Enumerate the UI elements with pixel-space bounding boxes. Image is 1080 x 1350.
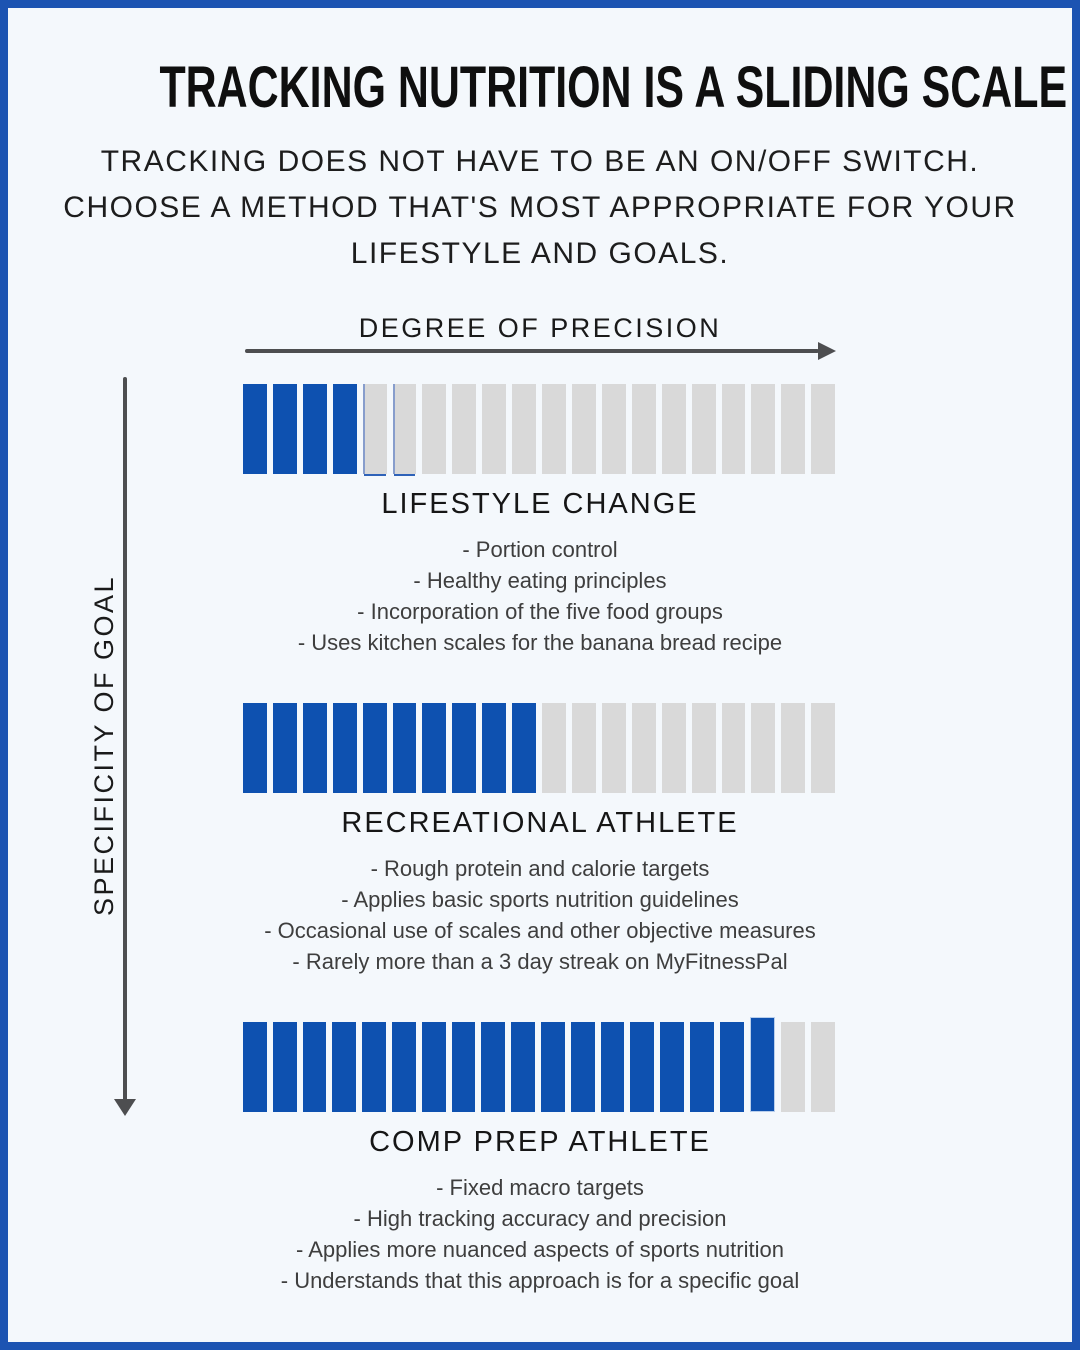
scale-segment-empty: [601, 703, 626, 793]
page-subtitle: TRACKING DOES NOT HAVE TO BE AN ON/OFF S…: [0, 139, 1080, 277]
scale-segment-filled: [272, 384, 297, 474]
precision-scale-row: [243, 1017, 835, 1112]
bullet-item: - Incorporation of the five food groups: [357, 599, 723, 624]
bullet-item: - Healthy eating principles: [413, 568, 667, 593]
precision-scale-row: [243, 384, 836, 474]
subtitle-line: LIFESTYLE AND GOALS.: [350, 237, 730, 270]
scale-segment-empty: [811, 384, 836, 474]
page-title: TRACKING NUTRITION IS A SLIDING SCALE: [0, 54, 1080, 121]
scale-segment-filled: [660, 1022, 684, 1112]
scale-segment-filled: [512, 703, 537, 793]
scale-segment-empty: [811, 1022, 835, 1112]
degree-of-precision-label: DEGREE OF PRECISION: [358, 313, 722, 343]
section-title: LIFESTYLE CHANGE: [381, 488, 699, 520]
page-title-text: TRACKING NUTRITION IS A SLIDING SCALE: [159, 55, 1068, 120]
section-comp-prep-athlete: COMP PREP ATHLETE - Fixed macro targets …: [0, 1017, 1080, 1341]
scale-segment-filled: [451, 1022, 476, 1112]
scale-segment-filled: [630, 1022, 655, 1112]
scale-segment-filled: [600, 1022, 625, 1112]
scale-segment-empty: [452, 384, 477, 474]
scale-segment-empty: [691, 703, 716, 793]
bullet-item: - Fixed macro targets: [436, 1175, 644, 1200]
scale-segment-empty: [631, 703, 656, 793]
section-bullet-list: - Fixed macro targets - High tracking ac…: [0, 1172, 1080, 1296]
precision-scale-row: [243, 703, 836, 793]
scale-segment-filled: [719, 1022, 744, 1112]
section-bullet-list: - Rough protein and calorie targets - Ap…: [0, 853, 1080, 977]
horizontal-axis-line: [245, 349, 819, 353]
scale-segment-empty: [781, 384, 806, 474]
scale-segment-filled: [302, 384, 327, 474]
section-title: RECREATIONAL ATHLETE: [341, 807, 739, 839]
scale-segment-empty: [542, 384, 566, 474]
scale-segment-filled: [481, 1022, 506, 1112]
scale-segment-filled: [332, 703, 357, 793]
scale-segment-filled: [302, 1022, 327, 1112]
bullet-item: - Rarely more than a 3 day streak on MyF…: [292, 949, 788, 974]
scale-segment-filled: [272, 703, 297, 793]
scale-segment-empty: [571, 384, 596, 474]
section-recreational-athlete: RECREATIONAL ATHLETE - Rough protein and…: [0, 703, 1080, 1022]
scale-segment-empty: [751, 703, 776, 793]
bullet-item: - Portion control: [462, 537, 618, 562]
bullet-item: - Occasional use of scales and other obj…: [264, 918, 816, 943]
scale-segment-filled: [422, 703, 447, 793]
scale-segment-empty: [542, 703, 566, 793]
scale-segment-filled: [540, 1022, 565, 1112]
section-lifestyle-change: LIFESTYLE CHANGE - Portion control - Hea…: [0, 384, 1080, 703]
section-bullet-list: - Portion control - Healthy eating princ…: [0, 534, 1080, 658]
scale-segment-empty: [601, 384, 626, 474]
scale-segment-filled: [570, 1022, 595, 1112]
scale-segment-empty: [721, 384, 746, 474]
bullet-item: - Applies more nuanced aspects of sports…: [296, 1237, 784, 1262]
bullet-item: - Uses kitchen scales for the banana bre…: [297, 630, 783, 655]
scale-segment-filled: [243, 384, 267, 474]
bullet-item: - Understands that this approach is for …: [280, 1268, 800, 1293]
scale-segment-empty: [781, 1022, 806, 1112]
scale-segment-empty-accent: [362, 384, 387, 474]
scale-segment-filled: [452, 703, 477, 793]
scale-segment-filled: [243, 703, 267, 793]
scale-segment-empty: [811, 703, 836, 793]
scale-segment-filled: [362, 703, 387, 793]
scale-segment-empty: [691, 384, 716, 474]
scale-segment-filled: [362, 1022, 386, 1112]
subtitle-line: CHOOSE A METHOD THAT'S MOST APPROPRIATE …: [63, 191, 1017, 224]
scale-segment-filled: [391, 1022, 416, 1112]
subtitle-line: TRACKING DOES NOT HAVE TO BE AN ON/OFF S…: [100, 145, 980, 178]
bullet-item: - High tracking accuracy and precision: [353, 1206, 727, 1231]
scale-segment-filled: [511, 1022, 535, 1112]
scale-segment-filled-raised: [749, 1017, 776, 1112]
scale-segment-empty: [422, 384, 447, 474]
arrow-right-icon: [818, 342, 836, 360]
scale-segment-filled: [421, 1022, 446, 1112]
scale-segment-filled: [689, 1022, 714, 1112]
scale-segment-empty: [721, 703, 746, 793]
scale-segment-empty: [751, 384, 776, 474]
bullet-item: - Rough protein and calorie targets: [370, 856, 710, 881]
scale-segment-empty: [631, 384, 656, 474]
scale-segment-empty: [482, 384, 507, 474]
vertical-axis-line: [123, 377, 127, 1101]
scale-segment-empty: [661, 384, 686, 474]
arrow-down-icon: [114, 1099, 136, 1116]
scale-segment-filled: [243, 1022, 267, 1112]
scale-segment-filled: [482, 703, 507, 793]
bullet-item: - Applies basic sports nutrition guideli…: [341, 887, 739, 912]
scale-segment-filled: [392, 703, 417, 793]
scale-segment-filled: [272, 1022, 297, 1112]
scale-segment-empty: [571, 703, 596, 793]
scale-segment-empty-accent: [392, 384, 417, 474]
scale-segment-filled: [332, 384, 357, 474]
scale-segment-empty: [512, 384, 537, 474]
scale-segment-filled: [332, 1022, 357, 1112]
scale-segment-empty: [781, 703, 806, 793]
scale-segment-filled: [302, 703, 327, 793]
section-title: COMP PREP ATHLETE: [369, 1126, 711, 1158]
scale-segment-empty: [661, 703, 686, 793]
